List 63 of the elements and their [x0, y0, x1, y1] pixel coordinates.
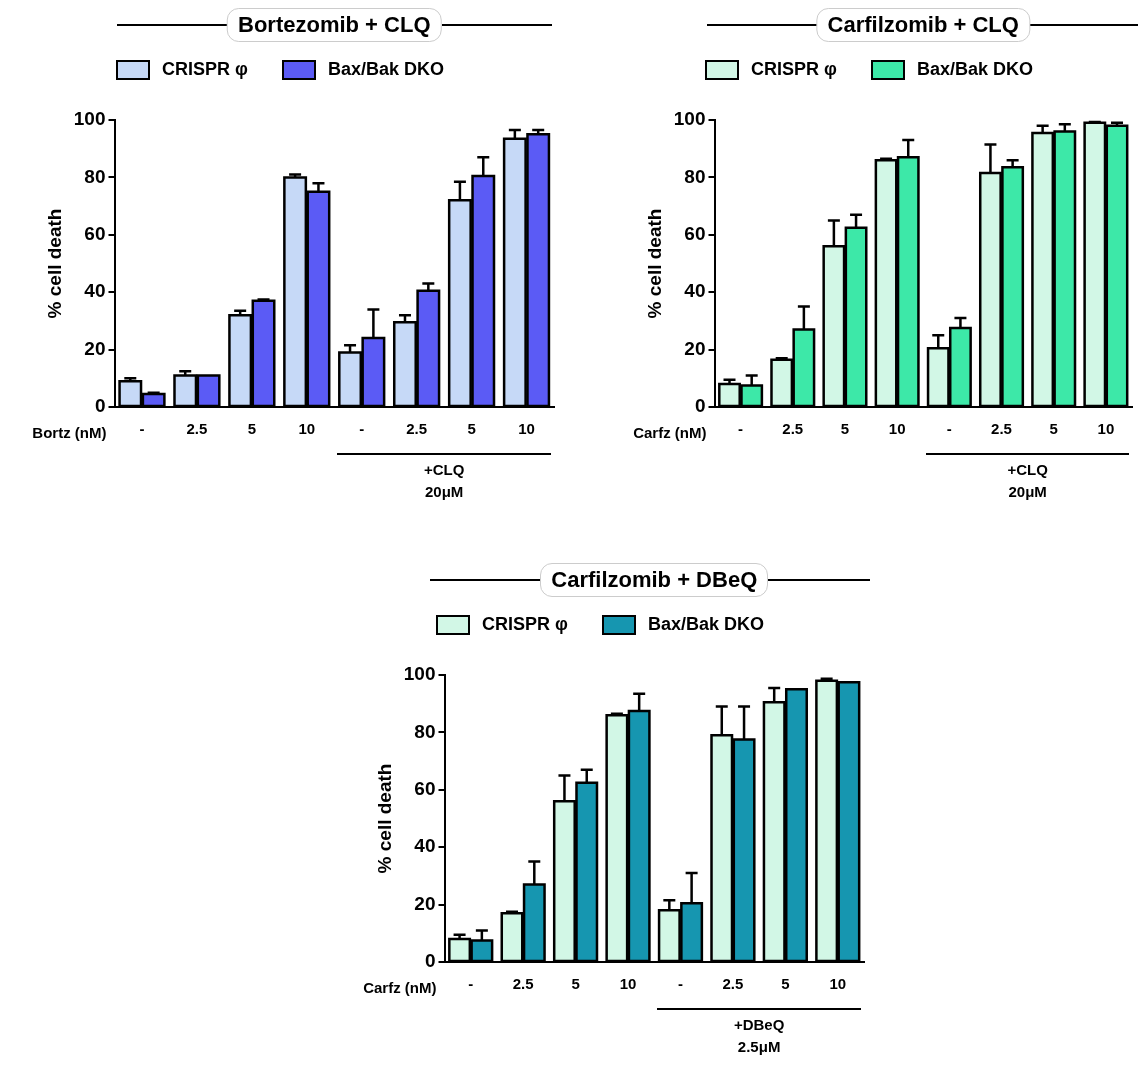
- text: +CLQ: [1007, 461, 1048, 478]
- text: +DBeQ: [733, 1016, 785, 1033]
- legend-label: CRISPR φ: [162, 59, 248, 80]
- y-tick-label: 40: [414, 835, 436, 857]
- x-tick-label: -: [359, 420, 365, 438]
- x-axis-title: Carfz (nM): [633, 424, 707, 442]
- x-tick-label: 10: [619, 975, 637, 993]
- y-tick-label: 20: [684, 337, 706, 359]
- legend-label: CRISPR φ: [482, 614, 568, 635]
- x-tick-label: 2.5: [722, 975, 744, 993]
- chart-title: Carfilzomib + DBeQ: [540, 563, 769, 597]
- x-tick-label: 5: [467, 420, 476, 438]
- x-tick-label: 5: [1049, 420, 1058, 438]
- y-tick-label: 40: [684, 280, 706, 302]
- x-tick-label: -: [738, 420, 744, 438]
- x-tick-label: 5: [571, 975, 580, 993]
- y-tick-label: 0: [424, 950, 436, 972]
- legend-label: Bax/Bak DKO: [327, 59, 444, 80]
- text: 20μM: [424, 483, 464, 500]
- x-axis-title: Bortz (nM): [32, 424, 107, 442]
- y-tick-label: 80: [414, 720, 436, 742]
- y-axis-title: % cell death: [43, 208, 65, 319]
- y-tick-label: 80: [84, 165, 106, 187]
- x-tick-label: -: [946, 420, 952, 438]
- legend-label: Bax/Bak DKO: [647, 614, 764, 635]
- text: +CLQ: [423, 461, 465, 478]
- x-tick-label: 2.5: [186, 420, 208, 438]
- x-tick-label: 2.5: [512, 975, 534, 993]
- y-tick-label: 100: [73, 108, 106, 130]
- x-tick-label: 2.5: [406, 420, 428, 438]
- y-tick-label: 0: [694, 395, 706, 417]
- legend-label: CRISPR φ: [751, 59, 837, 80]
- y-tick-label: 60: [84, 223, 106, 245]
- x-tick-label: -: [677, 975, 683, 993]
- y-tick-label: 20: [84, 337, 106, 359]
- text: 20μM: [1008, 483, 1047, 500]
- x-tick-label: 10: [1097, 420, 1115, 438]
- x-tick-label: 10: [518, 420, 535, 438]
- legend-label: Bax/Bak DKO: [916, 59, 1033, 80]
- y-axis-title: % cell death: [373, 763, 395, 874]
- y-tick-label: 0: [94, 395, 106, 417]
- y-tick-label: 100: [403, 663, 436, 685]
- y-tick-label: 60: [684, 223, 706, 245]
- x-tick-label: 2.5: [991, 420, 1012, 438]
- y-tick-label: 60: [414, 778, 436, 800]
- x-tick-label: -: [468, 975, 474, 993]
- x-tick-label: 10: [888, 420, 906, 438]
- y-tick-label: 100: [673, 108, 706, 130]
- x-tick-label: 5: [247, 420, 257, 438]
- y-axis-title: % cell death: [643, 208, 665, 319]
- y-tick-label: 40: [84, 280, 106, 302]
- chart-title: Bortezomib + CLQ: [226, 8, 442, 42]
- text: 2.5μM: [737, 1038, 781, 1055]
- y-tick-label: 20: [414, 892, 436, 914]
- x-axis-title: Carfz (nM): [363, 979, 437, 997]
- x-tick-label: 2.5: [782, 420, 804, 438]
- x-tick-label: 10: [298, 420, 316, 438]
- y-tick-label: 80: [684, 165, 706, 187]
- x-tick-label: -: [139, 420, 145, 438]
- x-tick-label: 10: [829, 975, 847, 993]
- x-tick-label: 5: [840, 420, 850, 438]
- x-tick-label: 5: [781, 975, 790, 993]
- chart-title: Carfilzomib + CLQ: [816, 8, 1030, 42]
